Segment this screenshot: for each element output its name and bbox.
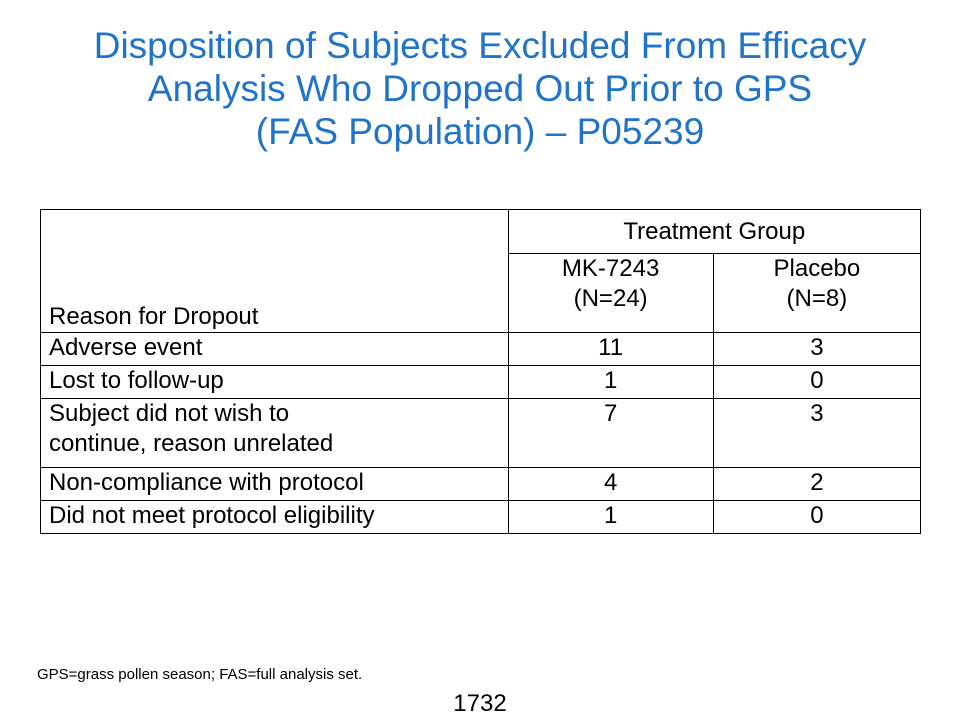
title-line-2: Analysis Who Dropped Out Prior to GPS bbox=[147, 68, 813, 109]
reason-text: Lost to follow-up bbox=[49, 367, 224, 394]
placebo-count-cell: 2 bbox=[712, 467, 922, 501]
reason-text: Adverse event bbox=[49, 334, 203, 361]
table-row: Lost to follow-up 1 0 bbox=[40, 365, 922, 399]
reason-text: Non-compliance with protocol bbox=[49, 469, 364, 496]
reason-text: Subject did not wish to bbox=[49, 400, 290, 427]
table-row: Subject did not wish to continue, reason… bbox=[40, 398, 922, 468]
page-number: 1732 bbox=[453, 690, 507, 717]
table-header-row: Reason for Dropout Treatment Group bbox=[40, 209, 922, 333]
table-row: Did not meet protocol eligibility 1 0 bbox=[40, 500, 922, 534]
mk7243-count-cell: 1 bbox=[507, 365, 714, 399]
mk7243-count-cell: 11 bbox=[507, 332, 714, 366]
reason-cell: Did not meet protocol eligibility bbox=[40, 500, 509, 534]
slide-title: Disposition of Subjects Excluded From Ef… bbox=[0, 24, 960, 153]
table-row: Adverse event 11 3 bbox=[40, 332, 922, 366]
arm-n: (N=8) bbox=[786, 285, 848, 312]
placebo-count-cell: 0 bbox=[712, 500, 922, 534]
table-row: Non-compliance with protocol 4 2 bbox=[40, 467, 922, 501]
placebo-count-cell: 0 bbox=[712, 365, 922, 399]
arm-n: (N=24) bbox=[573, 285, 648, 312]
mk7243-count-cell: 7 bbox=[507, 398, 714, 468]
placebo-count-cell: 3 bbox=[712, 398, 922, 468]
reason-cell: Lost to follow-up bbox=[40, 365, 509, 399]
mk7243-count-cell: 1 bbox=[507, 500, 714, 534]
mk7243-column-header: MK-7243 (N=24) bbox=[507, 253, 714, 333]
mk7243-count-cell: 4 bbox=[507, 467, 714, 501]
disposition-table: Reason for Dropout Treatment Group MK-72… bbox=[40, 209, 922, 534]
reason-cell: Non-compliance with protocol bbox=[40, 467, 509, 501]
reason-cell: Subject did not wish to continue, reason… bbox=[40, 398, 509, 468]
reason-text: Did not meet protocol eligibility bbox=[49, 502, 375, 529]
arm-name: MK-7243 bbox=[561, 255, 660, 282]
placebo-column-header: Placebo (N=8) bbox=[712, 253, 922, 333]
title-line-1: Disposition of Subjects Excluded From Ef… bbox=[93, 25, 867, 66]
footnote: GPS=grass pollen season; FAS=full analys… bbox=[37, 666, 363, 683]
reason-column-header: Reason for Dropout bbox=[40, 209, 509, 333]
reason-cell: Adverse event bbox=[40, 332, 509, 366]
placebo-count-cell: 3 bbox=[712, 332, 922, 366]
treatment-group-header: Treatment Group bbox=[507, 209, 922, 254]
title-line-3: (FAS Population) – P05239 bbox=[255, 111, 705, 152]
arm-name: Placebo bbox=[773, 255, 861, 282]
reason-text: continue, reason unrelated bbox=[49, 430, 334, 457]
